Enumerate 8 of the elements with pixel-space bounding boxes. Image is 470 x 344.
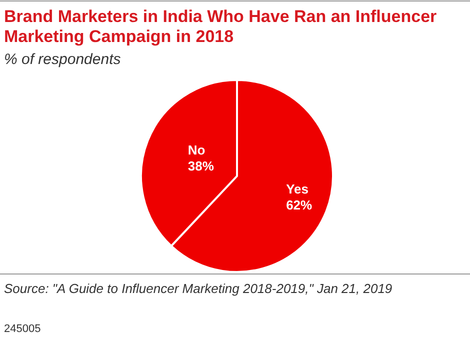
- chart-title: Brand Marketers in India Who Have Ran an Influencer Marketing Campaign in 2018: [4, 7, 438, 46]
- slice-label: No: [188, 142, 206, 158]
- chart-subtitle: % of respondents: [4, 51, 122, 68]
- text: 245005: [4, 323, 41, 335]
- data-label: 38%: [188, 158, 214, 174]
- slice-label: Yes: [286, 181, 309, 196]
- source-note: Source: "A Guide to Influencer Marketing 2018-2019," Jan 21, 2019: [4, 281, 392, 296]
- data-label: 62%: [286, 197, 313, 212]
